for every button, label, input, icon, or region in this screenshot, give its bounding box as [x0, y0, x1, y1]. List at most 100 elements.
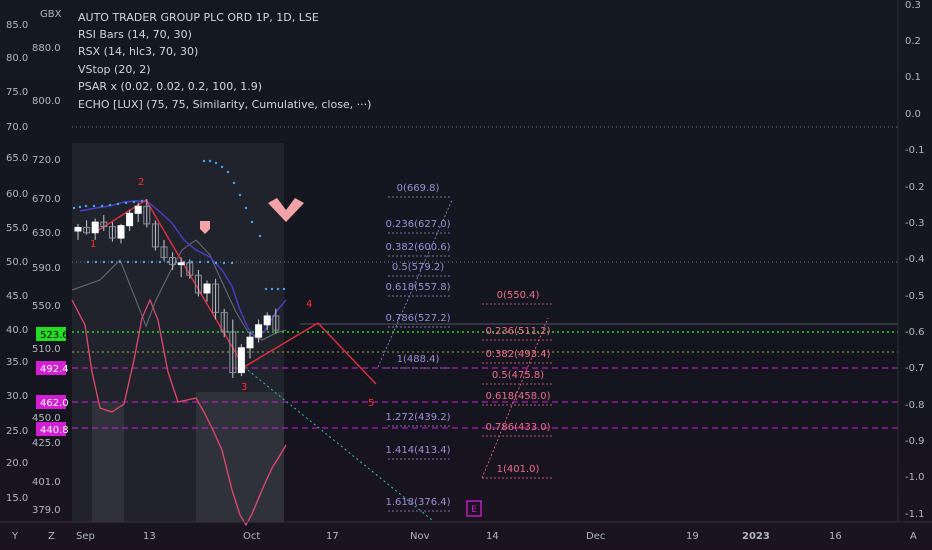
psar-dot [92, 204, 96, 208]
fib-levels-2: 0(550.4) 0.236(511.2) 0.382(493.4) 0.5(475.… [482, 290, 552, 479]
osc-axis-tick: 0.0 [905, 109, 921, 120]
legend-psar: PSAR x (0.02, 0.02, 0.2, 100, 1.9) [78, 80, 262, 93]
fib-level-label: 0.236(511.2) [485, 326, 550, 337]
osc-axis-tick: -0.8 [905, 400, 925, 411]
price-axis-tick: 590.0 [32, 263, 61, 274]
echo-marker-box[interactable] [466, 500, 482, 517]
candle-body [108, 226, 116, 239]
fib-level-label: 0.618(557.8) [385, 282, 450, 293]
fib-level-label: 1.272(439.2) [385, 412, 450, 423]
candle-body [143, 205, 151, 225]
fib-projection-1 [377, 199, 453, 368]
time-axis-tick: Sep [76, 531, 95, 542]
fib-level-label: 0(669.8) [397, 183, 440, 194]
price-axis-tick: 450.0 [32, 413, 61, 424]
price-axis-tick: 425.0 [32, 438, 61, 449]
psar-dot [142, 260, 146, 264]
candle-body [177, 262, 185, 266]
candle-body [255, 324, 263, 338]
osc-axis-tick: -1.0 [905, 472, 925, 483]
time-axis-tick: 2023 [742, 531, 770, 542]
sell-signal-icon [200, 221, 210, 234]
osc-axis-tick: 0.2 [905, 36, 921, 47]
pivot-label-2: 2 [138, 177, 144, 188]
rsx-axis-tick: 70.0 [6, 122, 28, 133]
psar-dot [244, 206, 248, 210]
price-axis-tick: 630.0 [32, 228, 61, 239]
price-axis-tick: 880.0 [32, 43, 61, 54]
psar-dot [214, 161, 218, 165]
legend-rsi-bars: RSI Bars (14, 70, 30) [78, 28, 192, 41]
psar-dot [206, 260, 210, 264]
price-axis-tick: 720.0 [32, 155, 61, 166]
fib-level-label: 0.786(433.0) [485, 422, 550, 433]
candles [74, 199, 280, 378]
left-axis-rsx: 85.0 80.0 75.0 70.0 65.0 60.0 55.0 50.0 45.0 40.0… [6, 20, 28, 504]
candle-body [229, 331, 237, 374]
rsx-shade-right [196, 392, 284, 522]
psar-dot [270, 287, 274, 291]
rsx-axis-tick: 25.0 [6, 426, 28, 437]
legend-echo: ECHO [LUX] (75, 75, Similarity, Cumulati… [78, 98, 371, 111]
psar-dot [198, 260, 202, 264]
psar-dot [158, 260, 162, 264]
psar-dot [118, 260, 122, 264]
fib-level-label: 0.382(493.4) [485, 349, 550, 360]
psar-dot [100, 204, 104, 208]
rsx-axis-tick: 20.0 [6, 458, 28, 469]
price-badge [36, 361, 66, 375]
legend-vstop: VStop (20, 2) [78, 63, 151, 76]
psar-dot [264, 287, 268, 291]
candle-body [91, 221, 99, 234]
price-badge [36, 327, 66, 341]
candle-body [134, 205, 142, 214]
psar-dot [276, 287, 280, 291]
candle-body [126, 212, 134, 227]
pivot-label-5: 5 [368, 398, 374, 409]
psar-dot [202, 159, 206, 163]
corner-y-label[interactable]: Y [11, 531, 19, 542]
currency-label: GBX [40, 9, 62, 20]
rsx-axis-tick: 30.0 [6, 391, 28, 402]
fib-level-label: 0.786(527.2) [385, 313, 450, 324]
psar-dot [258, 234, 262, 238]
fib-level-label: 1(488.4) [397, 354, 440, 365]
corner-z-label[interactable]: Z [48, 531, 55, 542]
candle-body [263, 315, 271, 326]
psar-dot [250, 220, 254, 224]
time-axis-tick: 14 [486, 531, 499, 542]
osc-axis-tick: 0.3 [905, 0, 921, 11]
candle-body [272, 315, 280, 331]
psar-dot [238, 193, 242, 197]
fib-level-label: 0.5(579.2) [392, 262, 444, 273]
price-badge-label: 462.0 [40, 398, 69, 409]
psar-dot [166, 260, 170, 264]
auto-scale-label[interactable]: A [910, 531, 917, 542]
psar-dot [140, 199, 144, 203]
osc-axis-tick: -0.2 [905, 182, 925, 193]
osc-axis-tick: -0.7 [905, 363, 925, 374]
psar-dot [86, 260, 90, 264]
osc-axis-tick: -0.4 [905, 254, 925, 265]
price-badge-label: 492.4 [40, 364, 69, 375]
psar-dots [72, 159, 286, 291]
osc-axis-tick: -0.3 [905, 218, 925, 229]
fib-levels-1: 0(669.8) 0.236(627.0) 0.382(600.6) 0.5(579.… [385, 183, 452, 512]
rsx-axis-tick: 60.0 [6, 189, 28, 200]
candle-body [100, 221, 108, 228]
time-axis-tick: 13 [143, 531, 156, 542]
fib-level-label: 1.618(376.4) [385, 497, 450, 508]
psar-dot [132, 200, 136, 204]
time-axis: Sep 13 Oct 17 Nov 14 Dec 19 2023 16 [76, 531, 842, 542]
candle-body [220, 311, 228, 333]
psar-dot [230, 261, 234, 265]
legend-rsx: RSX (14, hlc3, 70, 30) [78, 45, 198, 58]
candle-body [246, 336, 254, 349]
psar-dot [222, 261, 226, 265]
rsx-axis-tick: 75.0 [6, 87, 28, 98]
psar-dot [78, 205, 82, 209]
rsx-axis-tick: 40.0 [6, 325, 28, 336]
psar-dot [116, 202, 120, 206]
rsx-axis-tick: 15.0 [6, 493, 28, 504]
